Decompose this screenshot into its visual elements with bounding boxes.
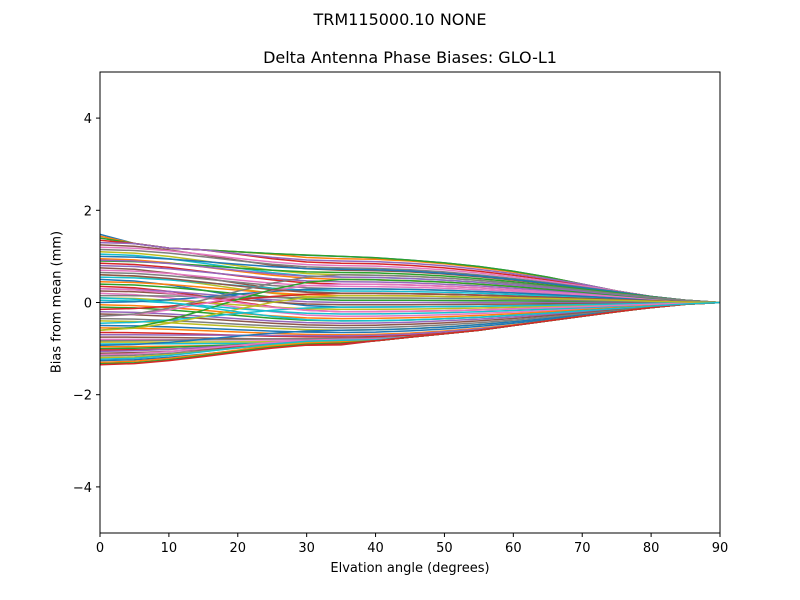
x-axis-ticks: 0 10 20 30 40 50 60 70 80 90: [96, 533, 728, 556]
data-series-line: [99, 299, 721, 315]
data-series-line: [99, 283, 721, 318]
y-tick-label: −2: [73, 389, 92, 404]
x-tick-label: 60: [505, 541, 522, 556]
data-lines: [99, 233, 721, 366]
data-series-line: [99, 301, 721, 366]
data-series-line: [99, 294, 721, 331]
y-tick-label: 2: [84, 204, 92, 219]
y-tick-label: 4: [84, 112, 92, 127]
data-series-line: [99, 255, 721, 304]
y-axis-ticks: −4 −2 0 2 4: [73, 112, 100, 496]
x-axis-label: Elvation angle (degrees): [330, 561, 490, 576]
y-tick-label: −4: [73, 481, 92, 496]
chart-suptitle: TRM115000.10 NONE: [313, 10, 487, 29]
x-tick-label: 0: [96, 541, 104, 556]
x-tick-label: 40: [367, 541, 384, 556]
x-tick-label: 30: [298, 541, 315, 556]
chart-title: Delta Antenna Phase Biases: GLO-L1: [263, 48, 557, 67]
x-tick-label: 10: [161, 541, 178, 556]
x-tick-label: 90: [712, 541, 729, 556]
data-series-line: [99, 297, 721, 322]
data-series-line: [99, 274, 721, 318]
y-axis-label: Bias from mean (mm): [49, 230, 65, 374]
x-tick-label: 70: [574, 541, 591, 556]
data-series-line: [99, 287, 721, 313]
x-tick-label: 80: [643, 541, 660, 556]
y-tick-label: 0: [84, 297, 92, 312]
x-tick-label: 50: [436, 541, 453, 556]
x-tick-label: 20: [230, 541, 247, 556]
data-series-line: [99, 260, 721, 304]
